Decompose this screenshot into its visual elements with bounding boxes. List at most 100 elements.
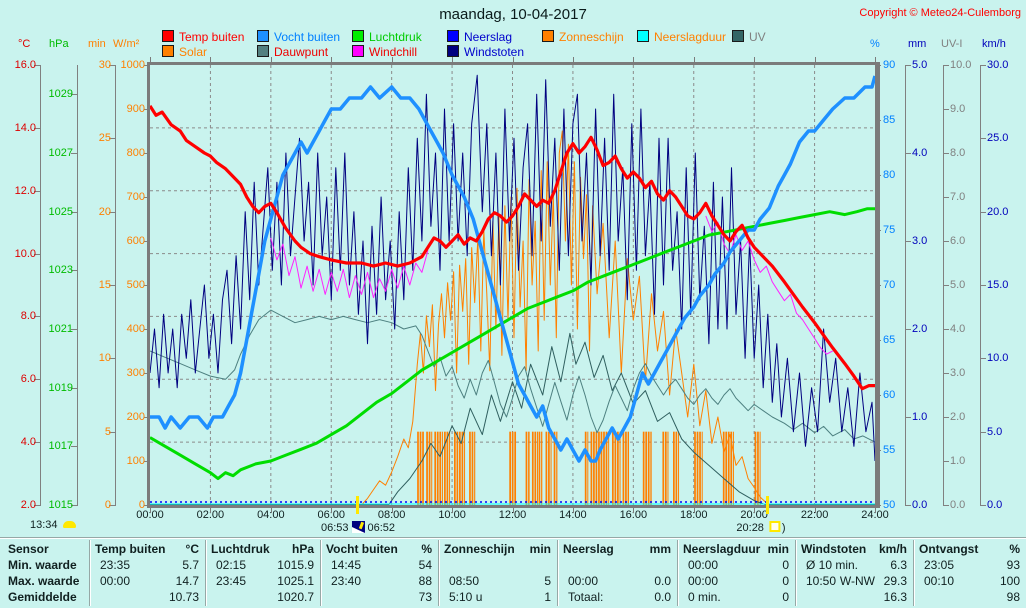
bottom-tick bbox=[693, 508, 695, 513]
table-cell-value: 1015.9 bbox=[277, 558, 314, 572]
table-cell-time: Totaal: bbox=[568, 590, 604, 604]
legend-item-windstoten: Windstoten bbox=[447, 45, 524, 59]
axis-tick-mm bbox=[905, 329, 911, 330]
sunshine-bar bbox=[617, 431, 619, 505]
axis-tick-kmh bbox=[980, 431, 986, 433]
axis-tick-label-hpa: 1021 bbox=[48, 323, 73, 335]
axis-tick-mm bbox=[905, 65, 911, 66]
series-dauwpunt bbox=[150, 310, 875, 442]
sunshine-bar bbox=[622, 431, 625, 505]
axis-tick-label-temp: 8.0 bbox=[20, 310, 36, 323]
legend-item-temp-buiten: Temp buiten bbox=[162, 30, 244, 44]
series-temp-buiten bbox=[150, 106, 875, 389]
x-axis-label: 02:00 bbox=[196, 509, 225, 521]
top-tick bbox=[150, 57, 151, 62]
x-axis-label: 16:00 bbox=[619, 509, 648, 521]
top-tick bbox=[814, 57, 816, 62]
table-cell-time: 14:45 bbox=[331, 558, 362, 572]
sunshine-bar bbox=[757, 431, 759, 505]
sunshine-bar bbox=[598, 431, 600, 505]
sunshine-bar bbox=[550, 431, 552, 505]
axis-tick-label-uvi: 8.0 bbox=[950, 147, 966, 159]
legend-label: UV bbox=[749, 30, 766, 44]
sunshine-bar bbox=[444, 431, 446, 505]
table-separator bbox=[320, 540, 321, 606]
legend-swatch bbox=[542, 30, 554, 42]
axis-tick-label-kmh: 15.0 bbox=[987, 279, 1009, 291]
axis-tick-label-pct: 55 bbox=[883, 444, 896, 456]
table-cell-time: 23:45 bbox=[216, 574, 247, 588]
top-tick bbox=[512, 57, 514, 62]
table-cell-time: 23:35 bbox=[100, 558, 131, 572]
series-windstoten bbox=[150, 75, 875, 461]
axis-tick-uvi bbox=[943, 65, 949, 66]
sunrise-icon bbox=[351, 521, 365, 533]
sunshine-bar bbox=[548, 431, 550, 505]
legend-item-windchill: Windchill bbox=[352, 45, 417, 59]
top-tick bbox=[331, 57, 333, 62]
sunrise-annotation: 06:53 06:52 bbox=[321, 521, 395, 534]
table-cell-time: 00:00 bbox=[688, 558, 719, 572]
series-luchtdruk bbox=[150, 209, 875, 479]
sunshine-bar bbox=[730, 431, 733, 505]
table-cell-time: 00:00 bbox=[100, 574, 131, 588]
sunshine-bar bbox=[536, 431, 538, 505]
axis-tick-label-pct: 80 bbox=[883, 169, 896, 181]
sunshine-bar bbox=[553, 431, 556, 505]
sunshine-bar bbox=[469, 431, 471, 505]
table-cell-time: 10:50 bbox=[806, 574, 837, 588]
axis-tick-label-uvi: 0.0 bbox=[950, 499, 966, 511]
axis-tick-temp bbox=[34, 65, 40, 66]
axis-tick-uvi bbox=[943, 329, 949, 330]
table-separator bbox=[677, 540, 678, 606]
bottom-tick bbox=[572, 508, 574, 513]
table-col-name: Neerslagduur bbox=[683, 542, 761, 556]
table-top-border bbox=[0, 537, 1026, 538]
axis-tick-label-uvi: 1.0 bbox=[950, 455, 966, 467]
table-cell-time: 23:40 bbox=[331, 574, 362, 588]
table-row-label: Min. waarde bbox=[8, 558, 77, 572]
x-axis-label: 08:00 bbox=[377, 509, 406, 521]
sunshine-bar bbox=[642, 431, 645, 505]
axis-tick-label-min: 15 bbox=[98, 279, 111, 291]
table-separator bbox=[205, 540, 206, 606]
axis-line-hpa bbox=[77, 65, 78, 506]
sunshine-bar bbox=[511, 431, 514, 505]
axis-tick-label-wm2: 100 bbox=[126, 455, 145, 467]
table-cell-value: 93 bbox=[1006, 558, 1020, 572]
sunshine-bar bbox=[701, 431, 703, 505]
table-cell-time: 00:00 bbox=[688, 574, 719, 588]
sunshine-bar bbox=[608, 431, 610, 505]
axis-tick-uvi bbox=[943, 505, 949, 506]
axis-tick-hpa bbox=[71, 211, 77, 213]
top-tick bbox=[391, 57, 393, 62]
axis-tick-label-kmh: 0.0 bbox=[987, 499, 1003, 511]
copyright-text: Copyright © Meteo24-Culemborg bbox=[859, 7, 1021, 19]
moonset-time: 13:34 bbox=[30, 519, 58, 531]
axis-tick-label-mm: 5.0 bbox=[912, 59, 928, 71]
sunset-icon bbox=[768, 521, 780, 532]
table-cell-value: 98 bbox=[1006, 590, 1020, 604]
sunshine-bar bbox=[474, 431, 476, 505]
axis-tick-mm bbox=[905, 505, 911, 506]
legend-item-dauwpunt: Dauwpunt bbox=[257, 45, 328, 59]
legend-swatch bbox=[162, 30, 174, 42]
legend-item-vocht-buiten: Vocht buiten bbox=[257, 30, 340, 44]
table-cell-time: 00:00 bbox=[568, 574, 599, 588]
axis-tick-kmh bbox=[980, 65, 986, 66]
axis-tick-label-min: 0 bbox=[104, 499, 111, 511]
sunshine-bar bbox=[446, 431, 449, 505]
sunshine-bar bbox=[603, 431, 605, 505]
axis-header-min: min bbox=[88, 38, 106, 50]
table-top-highlight bbox=[0, 538, 1026, 539]
axis-tick-kmh bbox=[980, 211, 986, 213]
chart-canvas bbox=[150, 65, 875, 505]
axis-tick-uvi bbox=[943, 197, 949, 198]
table-col-unit: min bbox=[767, 542, 789, 556]
axis-tick-label-wm2: 200 bbox=[126, 411, 145, 423]
sunshine-bar bbox=[434, 431, 437, 505]
table-col-unit: % bbox=[1009, 542, 1020, 556]
top-tick bbox=[633, 57, 635, 62]
axis-tick-kmh bbox=[980, 358, 986, 360]
sunshine-bar bbox=[545, 431, 548, 505]
